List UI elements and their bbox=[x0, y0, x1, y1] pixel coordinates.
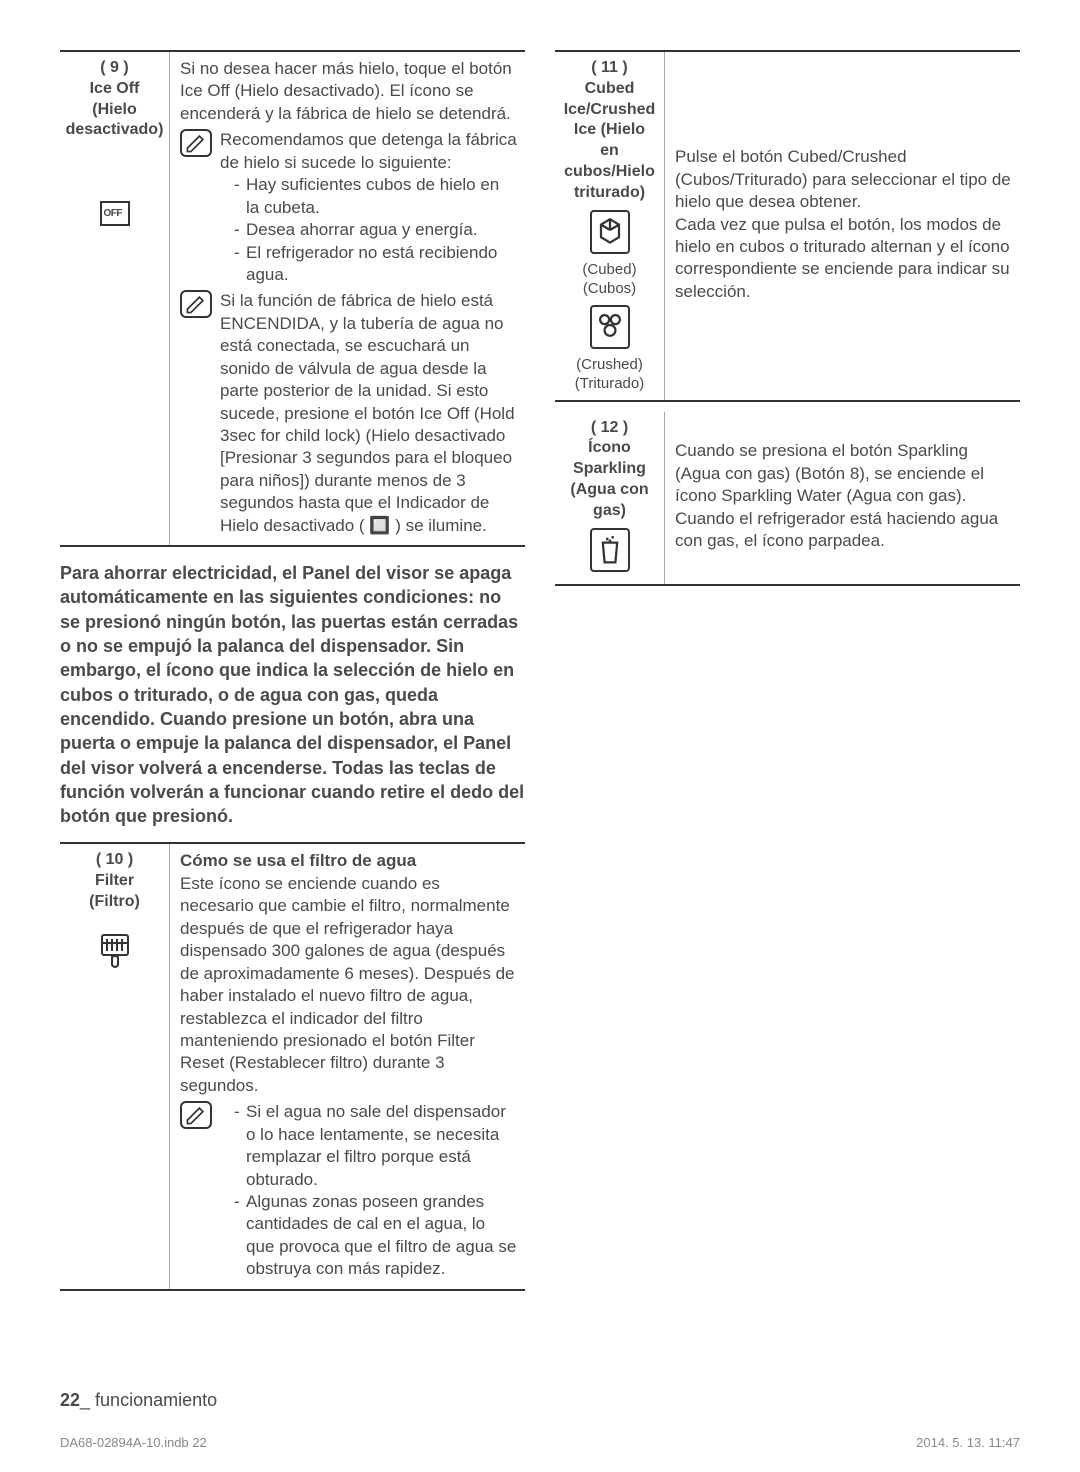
page-footer: 22_ funcionamiento bbox=[60, 1389, 217, 1412]
crushed-ice-icon bbox=[590, 305, 630, 349]
footer-label: _ funcionamiento bbox=[80, 1390, 217, 1410]
section-9-note1: Recomendamos que detenga la fábrica de h… bbox=[180, 129, 517, 286]
section-9-note2: Si la función de fábrica de hielo está E… bbox=[180, 290, 517, 537]
s10-note-b2: Algunas zonas poseen grandes cantidades … bbox=[234, 1191, 517, 1281]
note1-b2: Desea ahorrar agua y energía. bbox=[234, 219, 517, 241]
section-9-name2: desactivado) bbox=[66, 120, 164, 141]
section-12-num: ( 12 ) bbox=[591, 418, 628, 439]
note1-list: Hay suficientes cubos de hielo en la cub… bbox=[220, 174, 517, 286]
page-number: 22 bbox=[60, 1390, 80, 1410]
note1-b1: Hay suficientes cubos de hielo en la cub… bbox=[234, 174, 517, 219]
cubed-ice-icon bbox=[590, 210, 630, 254]
note1-lead: Recomendamos que detenga la fábrica de h… bbox=[220, 130, 517, 171]
print-info-left: DA68-02894A-10.indb 22 bbox=[60, 1435, 207, 1452]
section-10-content: Cómo se usa el filtro de agua Este ícono… bbox=[170, 844, 525, 1288]
left-column: ( 9 ) Ice Off (Hielo desactivado) OFF Si… bbox=[60, 50, 525, 1295]
s10-note-b1: Si el agua no sale del dispensador o lo … bbox=[234, 1101, 517, 1191]
section-12-label: ( 12 ) Ícono Sparkling (Agua con gas) bbox=[555, 412, 665, 584]
section-9-num: ( 9 ) bbox=[100, 58, 128, 79]
page-columns: ( 9 ) Ice Off (Hielo desactivado) OFF Si… bbox=[60, 50, 1020, 1295]
section-11-num: ( 11 ) bbox=[591, 58, 627, 79]
section-11-content: Pulse el botón Cubed/Crushed (Cubos/Trit… bbox=[665, 52, 1020, 400]
section-9-content: Si no desea hacer más hielo, toque el bo… bbox=[170, 52, 525, 545]
filter-icon bbox=[98, 933, 132, 973]
pencil-note-icon bbox=[180, 290, 212, 318]
pencil-note-icon bbox=[180, 129, 212, 157]
section-10-title: Cómo se usa el filtro de agua bbox=[180, 850, 517, 872]
note1-text: Recomendamos que detenga la fábrica de h… bbox=[220, 129, 517, 286]
note2-text: Si la función de fábrica de hielo está E… bbox=[220, 290, 517, 537]
section-9-name1: Ice Off (Hielo bbox=[68, 79, 161, 121]
crushed-es: (Triturado) bbox=[575, 374, 644, 394]
crushed-en: (Crushed) bbox=[576, 355, 643, 375]
section-10-name2: (Filtro) bbox=[89, 892, 140, 913]
bold-paragraph: Para ahorrar electricidad, el Panel del … bbox=[60, 561, 525, 828]
section-10-num: ( 10 ) bbox=[96, 850, 133, 871]
section-10-label: ( 10 ) Filter (Filtro) bbox=[60, 844, 170, 1288]
section-12-content: Cuando se presiona el botón Sparkling (A… bbox=[665, 412, 1020, 584]
section-11-name: Cubed Ice/Crushed Ice (Hielo en cubos/Hi… bbox=[563, 79, 656, 204]
cubed-en: (Cubed) bbox=[582, 260, 636, 280]
print-info-right: 2014. 5. 13. 11:47 bbox=[916, 1435, 1020, 1452]
pencil-note-icon bbox=[180, 1101, 212, 1129]
section-10-note-text: Si el agua no sale del dispensador o lo … bbox=[220, 1101, 517, 1281]
section-9-intro: Si no desea hacer más hielo, toque el bo… bbox=[180, 58, 517, 125]
section-12: ( 12 ) Ícono Sparkling (Agua con gas) Cu… bbox=[555, 412, 1020, 586]
section-10-note-list: Si el agua no sale del dispensador o lo … bbox=[220, 1101, 517, 1281]
section-9-label: ( 9 ) Ice Off (Hielo desactivado) OFF bbox=[60, 52, 170, 545]
section-11: ( 11 ) Cubed Ice/Crushed Ice (Hielo en c… bbox=[555, 50, 1020, 402]
section-10-body: Este ícono se enciende cuando es necesar… bbox=[180, 873, 517, 1097]
sparkling-icon bbox=[590, 528, 630, 572]
off-icon: OFF bbox=[100, 201, 130, 226]
section-10-name1: Filter bbox=[95, 871, 134, 892]
cubed-es: (Cubos) bbox=[583, 279, 636, 299]
section-9: ( 9 ) Ice Off (Hielo desactivado) OFF Si… bbox=[60, 50, 525, 547]
section-11-label: ( 11 ) Cubed Ice/Crushed Ice (Hielo en c… bbox=[555, 52, 665, 400]
section-10: ( 10 ) Filter (Filtro) Cómo se bbox=[60, 842, 525, 1290]
section-12-name: Ícono Sparkling (Agua con gas) bbox=[563, 438, 656, 521]
right-column: ( 11 ) Cubed Ice/Crushed Ice (Hielo en c… bbox=[555, 50, 1020, 1295]
note1-b3: El refrigerador no está recibiendo agua. bbox=[234, 242, 517, 287]
section-10-note: Si el agua no sale del dispensador o lo … bbox=[180, 1101, 517, 1281]
